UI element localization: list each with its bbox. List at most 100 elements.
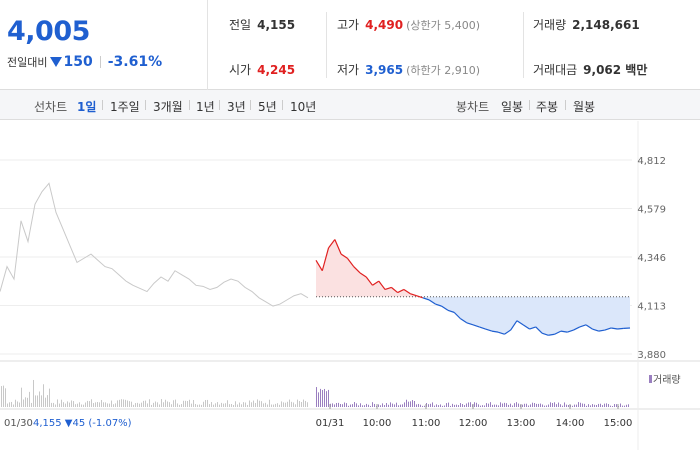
price-segment bbox=[416, 295, 423, 299]
volume-bar bbox=[99, 402, 100, 407]
chart-toolbar: 선차트 1일 1주일 3개월 1년 3년 5년 10년 봉차트 일봉 주봉 월봉 bbox=[0, 90, 700, 120]
price-segment bbox=[447, 309, 455, 313]
volume-bar bbox=[454, 404, 455, 407]
volume-bar bbox=[275, 403, 276, 407]
x-tick-label: 01/31 bbox=[316, 418, 345, 429]
volume-bar bbox=[332, 403, 333, 407]
volume-bar bbox=[528, 405, 529, 407]
volume-bar bbox=[380, 405, 381, 407]
volume-bar bbox=[392, 403, 393, 407]
price-segment bbox=[611, 327, 618, 330]
period-1d[interactable]: 1일 bbox=[77, 100, 97, 114]
volume-bar bbox=[388, 404, 389, 407]
volume-bar bbox=[75, 404, 76, 407]
candle-monthly[interactable]: 월봉 bbox=[573, 100, 596, 114]
volume-bar bbox=[548, 404, 549, 407]
volume-bar bbox=[562, 405, 563, 407]
volume-bar bbox=[358, 405, 359, 407]
volume-bar bbox=[478, 404, 479, 407]
volume-bar bbox=[616, 404, 617, 407]
volume-bar bbox=[554, 402, 555, 407]
volume-bar bbox=[410, 401, 411, 407]
volume-bar bbox=[334, 404, 335, 407]
volume-bar bbox=[101, 399, 102, 407]
price-segment bbox=[560, 330, 568, 333]
low-label: 저가 bbox=[337, 63, 360, 77]
price-segment bbox=[554, 330, 562, 335]
y-tick-label: 4,812 bbox=[637, 156, 666, 167]
period-5y[interactable]: 5년 bbox=[258, 100, 277, 114]
volume-bar bbox=[490, 402, 491, 407]
volume-bar bbox=[606, 403, 607, 407]
price-segment bbox=[422, 297, 430, 301]
candle-chart-label: 봉차트 bbox=[456, 100, 490, 114]
divider bbox=[99, 56, 101, 68]
volume-bar bbox=[287, 401, 288, 407]
price-segment bbox=[435, 303, 442, 307]
divider bbox=[250, 100, 251, 110]
volume-bar bbox=[35, 395, 36, 407]
candle-daily[interactable]: 일봉 bbox=[501, 100, 524, 114]
volume-bar bbox=[89, 401, 90, 407]
volume-bar bbox=[440, 404, 441, 407]
period-1y[interactable]: 1년 bbox=[196, 100, 215, 114]
volume-bar bbox=[267, 404, 268, 407]
divider bbox=[529, 100, 530, 110]
volume-bar bbox=[217, 402, 218, 407]
price-segment bbox=[504, 329, 512, 335]
volume-bar bbox=[482, 405, 483, 407]
volume-bar bbox=[596, 405, 597, 407]
x-tick-label: 14:00 bbox=[556, 418, 585, 429]
volume-bar bbox=[434, 405, 435, 407]
volume-bar bbox=[456, 404, 457, 407]
period-1w[interactable]: 1주일 bbox=[110, 100, 140, 114]
volume-bar bbox=[590, 405, 591, 407]
volume-bar bbox=[3, 385, 4, 407]
price-segment bbox=[340, 253, 348, 259]
volume-bar bbox=[568, 405, 569, 407]
volume-bar bbox=[299, 401, 300, 407]
volume-bar bbox=[336, 402, 337, 407]
volume-bar bbox=[544, 405, 545, 407]
volume-bar bbox=[572, 405, 573, 407]
volume-bar bbox=[600, 403, 601, 407]
price-segment bbox=[522, 324, 530, 330]
volume-bar bbox=[135, 403, 136, 407]
price-segment bbox=[372, 280, 380, 286]
volume-bar bbox=[580, 402, 581, 407]
volume-bar bbox=[508, 404, 509, 407]
volume-bar bbox=[538, 403, 539, 407]
today-area bbox=[315, 239, 631, 336]
volume-bar bbox=[307, 402, 308, 407]
volume-bar bbox=[77, 403, 78, 407]
volume-bar bbox=[368, 404, 369, 407]
period-3m[interactable]: 3개월 bbox=[153, 100, 183, 114]
volume-bar bbox=[13, 404, 14, 407]
volume-bar bbox=[408, 401, 409, 407]
volume-bar bbox=[57, 399, 58, 407]
volume-bar bbox=[265, 402, 266, 407]
volume-bar bbox=[63, 402, 64, 407]
volume-bar bbox=[129, 401, 130, 407]
period-10y[interactable]: 10년 bbox=[290, 100, 317, 114]
volume-bar bbox=[484, 405, 485, 407]
volume-bar bbox=[480, 405, 481, 407]
volume-bar bbox=[352, 404, 353, 407]
volume-bar bbox=[61, 399, 62, 407]
price-chart-svg: 4,812 4,579 4,346 4,113 3,880 01/31 10:00 11:0… bbox=[0, 121, 700, 450]
volume-bar bbox=[153, 402, 154, 407]
lower-limit: (하한가 2,910) bbox=[406, 64, 480, 77]
volume-bar bbox=[476, 402, 477, 407]
volume-bar bbox=[474, 402, 475, 407]
volume-bar bbox=[93, 403, 94, 407]
candle-weekly[interactable]: 주봉 bbox=[536, 100, 559, 114]
volume-bar bbox=[532, 402, 533, 407]
volume-bar bbox=[257, 399, 258, 407]
volume-bar bbox=[360, 403, 361, 407]
volume-bar bbox=[73, 401, 74, 407]
volume-bar bbox=[255, 402, 256, 407]
volume-bar bbox=[338, 402, 339, 407]
volume-bar bbox=[193, 400, 194, 407]
volume-bar bbox=[586, 405, 587, 407]
period-3y[interactable]: 3년 bbox=[227, 100, 246, 114]
